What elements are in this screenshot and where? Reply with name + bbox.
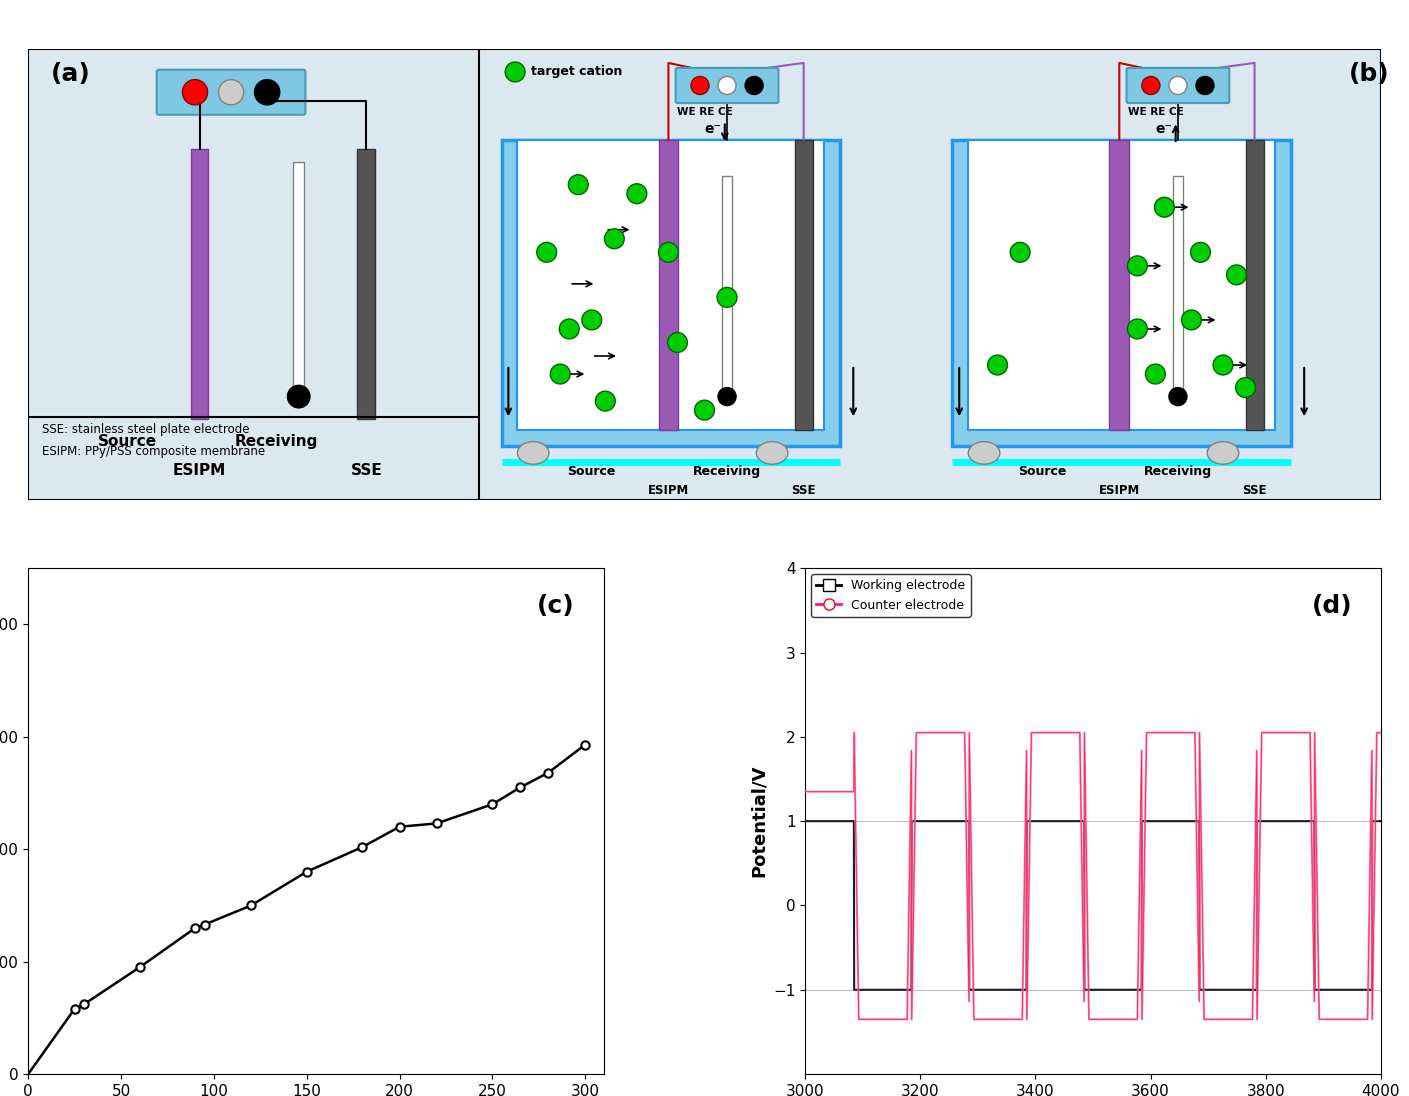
Circle shape: [1227, 265, 1247, 285]
Circle shape: [695, 400, 714, 420]
Text: ESIPM: PPy/PSS composite membrane: ESIPM: PPy/PSS composite membrane: [42, 445, 265, 458]
Circle shape: [1191, 242, 1210, 262]
Text: Receiving: Receiving: [234, 434, 318, 449]
Circle shape: [658, 242, 678, 262]
Text: e⁻: e⁻: [704, 122, 721, 136]
Ellipse shape: [517, 442, 550, 465]
Bar: [721, 175, 733, 392]
Ellipse shape: [1208, 442, 1239, 465]
Circle shape: [1141, 77, 1160, 94]
Text: SSE: stainless steel plate electrode: SSE: stainless steel plate electrode: [42, 423, 249, 435]
FancyBboxPatch shape: [156, 70, 306, 115]
Bar: [192, 149, 207, 419]
Text: SSE: SSE: [792, 483, 816, 496]
Ellipse shape: [968, 442, 1000, 465]
Text: Receiving: Receiving: [1144, 466, 1212, 479]
Circle shape: [182, 80, 207, 105]
Bar: [1172, 175, 1184, 392]
Text: ESIPM: ESIPM: [173, 464, 225, 479]
Bar: [952, 139, 1291, 446]
Circle shape: [551, 364, 571, 384]
Text: Receiving: Receiving: [693, 466, 761, 479]
Text: Source: Source: [1019, 466, 1067, 479]
Text: SSE: SSE: [1243, 483, 1267, 496]
Text: ESIPM: ESIPM: [1099, 483, 1140, 496]
Text: SSE: SSE: [351, 464, 382, 479]
Circle shape: [255, 80, 280, 105]
Bar: [502, 139, 840, 446]
Y-axis label: Potential/V: Potential/V: [750, 765, 768, 877]
Circle shape: [218, 80, 244, 105]
Circle shape: [559, 319, 579, 339]
Text: Source: Source: [568, 466, 616, 479]
Ellipse shape: [719, 388, 735, 406]
Circle shape: [604, 229, 624, 249]
Circle shape: [1146, 364, 1165, 384]
Circle shape: [1196, 77, 1215, 94]
Bar: [358, 149, 375, 419]
Bar: [517, 139, 824, 431]
Text: ESIPM: ESIPM: [648, 483, 689, 496]
Circle shape: [668, 332, 688, 353]
Text: (c): (c): [537, 594, 575, 617]
Ellipse shape: [1169, 388, 1186, 406]
Circle shape: [690, 77, 709, 94]
Bar: [658, 139, 678, 431]
Text: (a): (a): [51, 62, 90, 85]
Text: (b): (b): [1350, 62, 1389, 85]
FancyBboxPatch shape: [1127, 68, 1229, 103]
Circle shape: [1213, 355, 1233, 375]
Bar: [1246, 139, 1264, 431]
Circle shape: [988, 355, 1007, 375]
Text: Source: Source: [97, 434, 156, 449]
Circle shape: [1010, 242, 1030, 262]
Circle shape: [1169, 77, 1186, 94]
Bar: [968, 139, 1275, 431]
Circle shape: [506, 62, 526, 82]
Ellipse shape: [287, 386, 310, 408]
Circle shape: [627, 184, 647, 204]
Bar: [1109, 139, 1129, 431]
Circle shape: [1236, 378, 1255, 398]
Text: WE RE CE: WE RE CE: [676, 106, 733, 117]
Circle shape: [1154, 197, 1174, 217]
Circle shape: [537, 242, 557, 262]
Circle shape: [568, 174, 588, 195]
Text: WE RE CE: WE RE CE: [1127, 106, 1184, 117]
Text: target cation: target cation: [531, 66, 623, 79]
Bar: [293, 162, 304, 388]
Text: (d): (d): [1312, 594, 1353, 617]
Ellipse shape: [757, 442, 788, 465]
Circle shape: [582, 310, 602, 330]
Circle shape: [1127, 255, 1147, 276]
Circle shape: [1182, 310, 1202, 330]
Circle shape: [717, 287, 737, 307]
Bar: [795, 139, 813, 431]
Circle shape: [745, 77, 764, 94]
Legend: Working electrode, Counter electrode: Working electrode, Counter electrode: [812, 574, 971, 617]
Circle shape: [596, 391, 616, 411]
Circle shape: [719, 77, 735, 94]
FancyBboxPatch shape: [676, 68, 778, 103]
Circle shape: [1127, 319, 1147, 339]
Text: e⁻: e⁻: [1155, 122, 1172, 136]
